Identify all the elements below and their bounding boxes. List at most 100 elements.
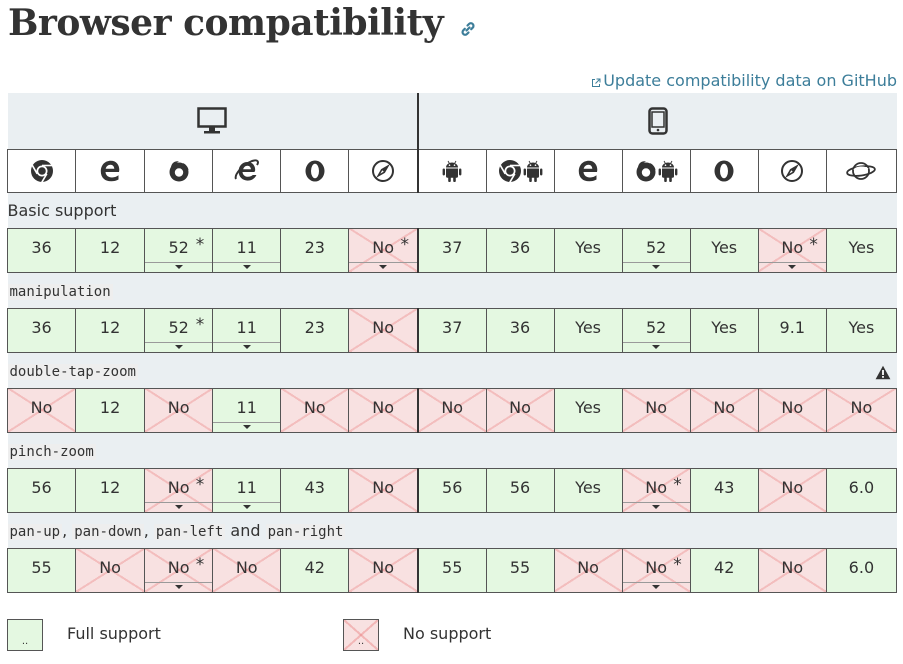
- browser-header-chrome-android: [486, 149, 555, 193]
- support-value: Yes: [848, 237, 875, 257]
- support-value: No: [372, 237, 394, 257]
- support-row: 55 No No * No 42 No 55 55 No No * 42 No 6.0: [6, 548, 898, 593]
- support-value: No: [167, 477, 190, 497]
- edge-icon: [98, 160, 122, 181]
- browser-header-firefox: [144, 149, 214, 193]
- desktop-icon: [197, 107, 227, 134]
- support-value: No: [372, 397, 394, 417]
- internet-explorer-icon: [234, 158, 260, 181]
- expand-notes-toggle[interactable]: [758, 261, 826, 272]
- platform-mobile: [417, 93, 897, 150]
- support-value: Yes: [575, 237, 601, 257]
- permalink-icon[interactable]: [459, 5, 477, 47]
- support-row: 36 12 52 * 11 23 No * 37 36 Yes 52 Yes No * Yes: [6, 228, 898, 273]
- support-cell[interactable]: 11: [212, 388, 282, 433]
- feature-name: double-tap-zoom: [7, 352, 897, 389]
- support-value: No: [645, 557, 668, 577]
- note-asterisk: *: [400, 234, 409, 255]
- expand-notes-toggle[interactable]: [213, 341, 281, 352]
- support-cell: No: [622, 388, 691, 433]
- support-value: Yes: [848, 317, 875, 337]
- update-github-link[interactable]: Update compatibility data on GitHub: [591, 71, 897, 91]
- support-value: No: [781, 397, 804, 417]
- browser-header-safari-ios: [758, 149, 827, 193]
- support-value: 36: [509, 317, 531, 337]
- support-cell[interactable]: 52 *: [144, 228, 214, 273]
- support-cell[interactable]: No *: [758, 228, 827, 273]
- support-cell[interactable]: 52: [622, 308, 691, 353]
- support-value: 43: [304, 477, 325, 497]
- edge-mobile-icon: [576, 160, 600, 181]
- browser-header-row: [6, 149, 898, 193]
- support-value: No: [781, 477, 804, 497]
- support-cell: 42: [690, 548, 759, 593]
- browser-header-chrome: [6, 149, 77, 193]
- note-asterisk: *: [195, 474, 205, 495]
- update-github-label[interactable]: Update compatibility data on GitHub: [603, 71, 897, 90]
- expand-notes-toggle[interactable]: [622, 261, 690, 272]
- support-value: No: [713, 397, 736, 417]
- expand-notes-toggle[interactable]: [145, 581, 213, 592]
- support-cell: 43: [280, 468, 350, 513]
- expand-notes-toggle[interactable]: [213, 501, 281, 512]
- support-cell[interactable]: 11: [212, 468, 282, 513]
- feature-name-code: pan-up: [7, 523, 63, 540]
- expand-notes-toggle[interactable]: [145, 501, 213, 512]
- support-cell: Yes: [690, 228, 759, 273]
- support-cell: Yes: [826, 228, 898, 273]
- expand-notes-toggle[interactable]: [145, 261, 213, 272]
- support-cell: No: [486, 388, 555, 433]
- support-value: 56: [31, 477, 52, 497]
- support-cell: No: [826, 388, 898, 433]
- support-cell: Yes: [554, 308, 623, 353]
- support-cell: 6.0: [826, 548, 898, 593]
- expand-notes-toggle[interactable]: [213, 261, 281, 272]
- support-cell: 12: [75, 308, 146, 353]
- expand-notes-toggle[interactable]: [622, 501, 690, 512]
- expand-notes-toggle[interactable]: [349, 261, 417, 272]
- support-cell[interactable]: No *: [144, 548, 214, 593]
- support-cell[interactable]: 11: [212, 228, 282, 273]
- support-cell: No: [280, 388, 350, 433]
- note-asterisk: *: [673, 474, 682, 495]
- support-cell: 36: [6, 308, 77, 353]
- platform-desktop: [7, 93, 419, 150]
- support-value: 42: [714, 557, 735, 577]
- support-value: No: [577, 557, 599, 577]
- support-cell[interactable]: No *: [348, 228, 419, 273]
- feature-name: manipulation: [7, 272, 897, 309]
- support-cell: No: [758, 468, 827, 513]
- support-cell: 37: [417, 228, 487, 273]
- support-value: No: [781, 237, 804, 257]
- support-value: 55: [442, 557, 463, 577]
- support-value: 6.0: [848, 477, 875, 497]
- support-cell[interactable]: 52: [622, 228, 691, 273]
- support-cell: Yes: [554, 228, 623, 273]
- support-cell: No: [554, 548, 623, 593]
- android-webview-icon: [442, 160, 462, 182]
- support-value: No: [781, 557, 804, 577]
- feature-row: double-tap-zoom: [7, 352, 897, 389]
- browser-header-internet-explorer: [212, 149, 282, 193]
- support-value: No: [372, 477, 394, 497]
- support-value: 55: [509, 557, 531, 577]
- support-cell[interactable]: 11: [212, 308, 282, 353]
- support-cell[interactable]: No *: [622, 468, 691, 513]
- warning-icon[interactable]: [875, 362, 891, 381]
- expand-notes-toggle[interactable]: [145, 341, 213, 352]
- support-value: 52: [168, 317, 189, 337]
- support-value: No: [509, 397, 531, 417]
- firefox-icon: [167, 160, 191, 181]
- expand-notes-toggle[interactable]: [622, 341, 690, 352]
- samsung-internet-icon: [846, 160, 877, 180]
- support-cell[interactable]: 52 *: [144, 308, 214, 353]
- legend-full-support-label: Full support: [67, 624, 161, 643]
- support-cell: 55: [417, 548, 487, 593]
- support-cell[interactable]: No *: [144, 468, 214, 513]
- support-cell: No: [758, 548, 827, 593]
- support-cell: 12: [75, 388, 146, 433]
- expand-notes-toggle[interactable]: [622, 581, 690, 592]
- support-cell: 43: [690, 468, 759, 513]
- support-cell[interactable]: No *: [622, 548, 691, 593]
- expand-notes-toggle[interactable]: [213, 421, 281, 432]
